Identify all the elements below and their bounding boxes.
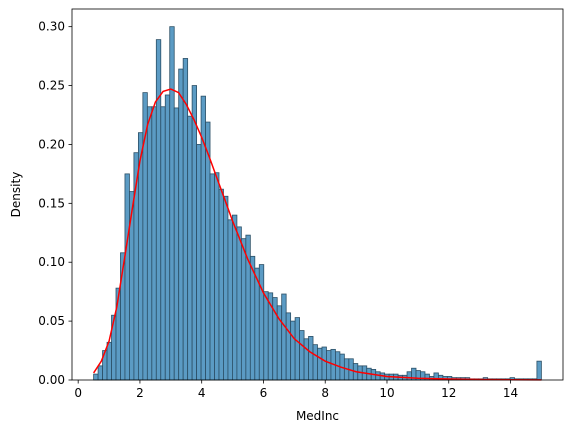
- histogram-bar: [151, 106, 157, 381]
- x-tick-label: 10: [379, 386, 394, 400]
- histogram-bar: [308, 336, 314, 381]
- plot-frame: [71, 8, 564, 381]
- y-axis-ticks: 0.00 0.05 0.10 0.15 0.20 0.25 0.30: [38, 20, 72, 387]
- histogram-bar: [97, 365, 103, 381]
- density-curve-layer: [92, 88, 542, 381]
- histogram-bar: [191, 85, 198, 381]
- histogram-bar: [294, 317, 300, 381]
- y-axis-label: Density: [9, 172, 23, 218]
- y-tick-label: 0.20: [38, 137, 65, 151]
- y-tick-label: 0.05: [38, 314, 65, 328]
- histogram-bar: [93, 373, 99, 381]
- histogram-bar: [254, 267, 260, 381]
- x-tick-label: 12: [441, 386, 456, 400]
- x-tick-label: 2: [136, 386, 144, 400]
- histogram-bars: [93, 26, 542, 381]
- histogram-bar: [173, 107, 180, 381]
- histogram-bar: [146, 106, 153, 381]
- histogram-bar: [285, 312, 292, 381]
- histogram-bar: [263, 291, 269, 381]
- histogram-bar: [223, 195, 229, 381]
- histogram-bar: [124, 173, 130, 381]
- histogram-bar: [205, 121, 211, 381]
- histogram-bar: [209, 173, 215, 381]
- histogram-bar: [326, 350, 332, 381]
- x-axis-label: MedInc: [296, 409, 339, 423]
- histogram-bar: [240, 238, 247, 381]
- histogram-bar: [406, 371, 412, 381]
- histogram-bar: [155, 39, 162, 381]
- histogram-bar: [218, 188, 224, 381]
- histogram-bar: [258, 264, 265, 381]
- y-tick-label: 0.10: [38, 255, 65, 269]
- histogram-bar: [169, 26, 175, 381]
- histogram-bar: [249, 255, 256, 381]
- x-tick-label: 14: [503, 386, 518, 400]
- histogram-bar: [232, 214, 238, 381]
- y-tick-label: 0.00: [38, 373, 65, 387]
- histogram-bar: [303, 338, 309, 381]
- histogram-bar: [299, 330, 305, 381]
- histogram-bar: [196, 144, 202, 381]
- histogram-bar: [164, 94, 171, 381]
- histogram-bar: [281, 293, 287, 381]
- density-curve: [92, 88, 542, 381]
- histogram-bar: [178, 68, 184, 381]
- x-tick-label: 8: [321, 386, 329, 400]
- y-tick-label: 0.15: [38, 196, 65, 210]
- histogram-bar: [312, 344, 318, 381]
- histogram-bar: [236, 226, 242, 381]
- histogram-bar: [536, 360, 542, 381]
- x-tick-label: 0: [74, 386, 82, 400]
- histogram-bar: [187, 115, 193, 381]
- y-tick-label: 0.25: [38, 79, 65, 93]
- x-axis-ticks: 0 2 4 6 8 10 12 14: [74, 380, 518, 400]
- histogram-bar: [160, 106, 166, 381]
- x-tick-label: 6: [260, 386, 268, 400]
- x-tick-label: 4: [198, 386, 206, 400]
- histogram-bar: [321, 346, 327, 381]
- histogram-bar: [317, 347, 323, 381]
- histogram-bar: [106, 341, 112, 381]
- histogram-bar: [214, 172, 220, 381]
- histogram-bar: [290, 320, 296, 381]
- y-tick-label: 0.30: [38, 20, 65, 34]
- histogram-bar: [227, 219, 233, 381]
